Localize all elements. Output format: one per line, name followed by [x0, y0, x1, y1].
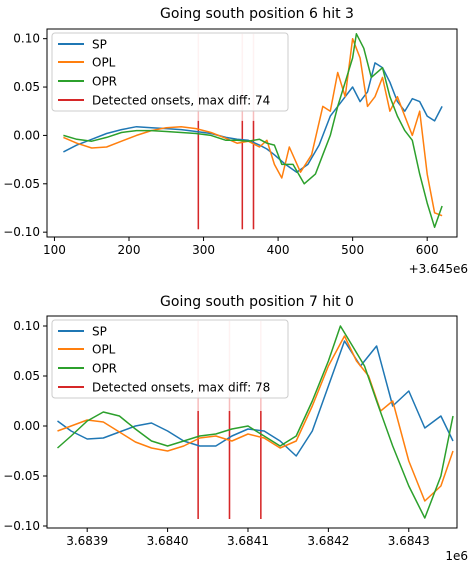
legend-frame — [51, 32, 289, 112]
y-ticks: −0.10 −0.05 0.00 0.05 0.10 — [3, 32, 47, 239]
legend-frame — [51, 319, 289, 399]
legend: SP OPL OPR Detected onsets, max diff: 78 — [51, 319, 289, 399]
y-tick-label: −0.10 — [3, 225, 40, 239]
x-tick-label: 300 — [192, 243, 215, 257]
legend-sp-label: SP — [92, 38, 107, 52]
x-tick-label: 3.6841 — [227, 534, 269, 548]
x-tick-label: 200 — [118, 243, 141, 257]
series-line-sp — [63, 62, 443, 173]
y-tick-label: 0.05 — [13, 369, 40, 383]
y-tick-label: −0.05 — [3, 469, 40, 483]
x-ticks: 100 200 300 400 500 600 — [43, 237, 439, 257]
legend-opr-label: OPR — [92, 75, 117, 89]
legend-opl-label: OPL — [92, 56, 116, 70]
x-ticks: 3.6839 3.6840 3.6841 3.6842 3.6843 — [66, 528, 430, 548]
legend-opl-label: OPL — [92, 343, 116, 357]
y-tick-label: −0.05 — [3, 177, 40, 191]
x-tick-label: 3.6839 — [66, 534, 108, 548]
legend-sp-label: SP — [92, 325, 107, 339]
x-tick-label: 3.6840 — [147, 534, 189, 548]
data-lines — [63, 33, 443, 229]
x-tick-label: 100 — [43, 243, 66, 257]
x-tick-label: 400 — [267, 243, 290, 257]
x-tick-label: 3.6843 — [388, 534, 430, 548]
plot-area: 3.6839 3.6840 3.6841 3.6842 3.6843 −0.10 −0.0… — [3, 315, 468, 563]
x-tick-label: 600 — [416, 243, 439, 257]
series-line-sp — [57, 340, 454, 457]
x-tick-label: 3.6842 — [307, 534, 349, 548]
y-tick-label: 0.05 — [13, 80, 40, 94]
legend-onsets-label: Detected onsets, max diff: 78 — [92, 381, 270, 395]
plot-area: 100 200 300 400 500 600 −0.10 −0.05 0.00 0.05 0.1… — [3, 28, 468, 276]
series-line-opl — [57, 335, 454, 502]
data-lines — [57, 325, 454, 519]
y-tick-label: −0.10 — [3, 519, 40, 533]
chart-title: Going south position 6 hit 3 — [160, 6, 354, 22]
y-tick-label: 0.00 — [13, 419, 40, 433]
legend: SP OPL OPR Detected onsets, max diff: 74 — [51, 32, 289, 112]
series-line-opr — [57, 325, 454, 519]
y-tick-label: 0.10 — [13, 319, 40, 333]
y-tick-label: 0.10 — [13, 32, 40, 46]
y-tick-label: 0.00 — [13, 128, 40, 142]
x-tick-label: 500 — [341, 243, 364, 257]
y-ticks: −0.10 −0.05 0.00 0.05 0.10 — [3, 319, 47, 533]
legend-onsets-label: Detected onsets, max diff: 74 — [92, 94, 270, 108]
series-line-opr — [63, 33, 443, 229]
legend-opr-label: OPR — [92, 362, 117, 376]
x-offset-label: +3.645e6 — [409, 262, 468, 276]
chart-title: Going south position 7 hit 0 — [160, 294, 354, 310]
x-offset-label: 1e6 — [445, 549, 468, 563]
